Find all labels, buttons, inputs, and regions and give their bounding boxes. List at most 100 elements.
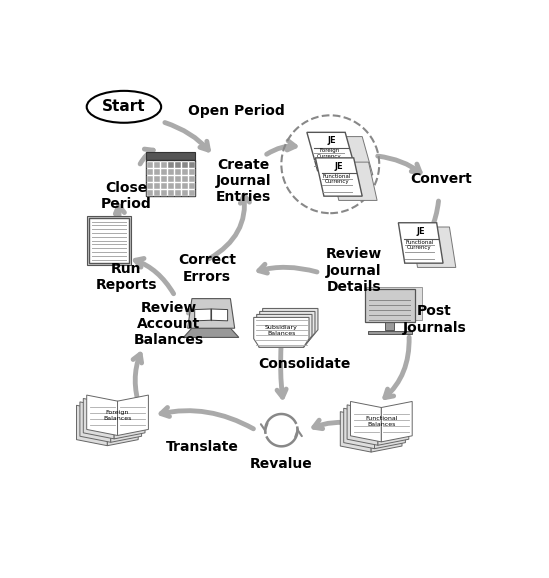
Bar <box>161 169 167 175</box>
Polygon shape <box>114 398 145 439</box>
Bar <box>175 176 181 181</box>
Polygon shape <box>315 158 362 196</box>
Polygon shape <box>259 309 318 347</box>
Text: JE: JE <box>334 162 343 171</box>
Bar <box>189 169 195 175</box>
Polygon shape <box>183 328 239 338</box>
FancyArrowPatch shape <box>277 343 286 397</box>
Bar <box>182 162 188 168</box>
Text: Correct
Errors: Correct Errors <box>178 253 236 284</box>
Bar <box>385 322 394 330</box>
FancyArrowPatch shape <box>414 201 439 253</box>
Bar <box>189 190 195 196</box>
Text: Start: Start <box>102 99 145 114</box>
Bar <box>182 176 188 181</box>
Polygon shape <box>117 395 148 435</box>
FancyArrowPatch shape <box>140 149 153 164</box>
Bar <box>189 183 195 189</box>
Text: Post
Journals: Post Journals <box>402 305 467 335</box>
Polygon shape <box>111 402 142 442</box>
Bar <box>189 176 195 181</box>
FancyArrowPatch shape <box>114 206 125 236</box>
Text: Functional
Currency: Functional Currency <box>323 173 351 184</box>
Polygon shape <box>83 398 114 439</box>
FancyArrowPatch shape <box>188 310 198 318</box>
Text: Convert: Convert <box>410 172 472 186</box>
Polygon shape <box>378 405 409 445</box>
Polygon shape <box>411 227 456 268</box>
Bar <box>167 162 174 168</box>
Polygon shape <box>211 309 228 321</box>
FancyArrowPatch shape <box>209 195 249 258</box>
Bar <box>368 331 412 334</box>
Bar <box>161 162 167 168</box>
Bar <box>167 169 174 175</box>
Polygon shape <box>367 287 422 320</box>
FancyArrowPatch shape <box>314 420 355 429</box>
Text: Foreign
Currency: Foreign Currency <box>317 148 341 159</box>
Bar <box>89 218 129 263</box>
Bar <box>146 153 195 160</box>
Bar <box>154 176 160 181</box>
Text: Translate: Translate <box>166 440 239 454</box>
Bar <box>147 162 153 168</box>
Bar <box>175 162 181 168</box>
Bar <box>182 190 188 196</box>
Bar <box>147 190 153 196</box>
FancyArrowPatch shape <box>133 354 142 409</box>
Bar <box>147 176 153 181</box>
FancyArrowPatch shape <box>267 141 295 154</box>
FancyArrowPatch shape <box>394 294 404 302</box>
Bar <box>161 183 167 189</box>
Text: Create
Journal
Entries: Create Journal Entries <box>215 158 271 205</box>
Bar <box>154 183 160 189</box>
Polygon shape <box>399 223 443 263</box>
Bar <box>365 289 414 322</box>
Text: Functional
Balances: Functional Balances <box>365 416 397 427</box>
Bar <box>189 162 195 168</box>
Polygon shape <box>330 162 377 201</box>
Polygon shape <box>307 132 356 171</box>
Polygon shape <box>259 312 315 347</box>
Text: Subsidiary
Balances: Subsidiary Balances <box>265 325 298 336</box>
Polygon shape <box>188 299 234 328</box>
Bar <box>87 216 131 265</box>
Text: Revalue: Revalue <box>250 457 313 471</box>
FancyArrowPatch shape <box>378 156 420 172</box>
FancyArrowPatch shape <box>165 123 209 150</box>
Ellipse shape <box>87 91 161 123</box>
Bar <box>167 176 174 181</box>
Text: Consolidate: Consolidate <box>259 357 351 371</box>
Polygon shape <box>76 405 108 446</box>
Text: Open Period: Open Period <box>188 104 285 118</box>
Bar <box>161 190 167 196</box>
Polygon shape <box>80 402 111 442</box>
Bar <box>161 176 167 181</box>
FancyArrowPatch shape <box>135 258 173 294</box>
Bar <box>147 169 153 175</box>
Polygon shape <box>374 408 405 449</box>
Polygon shape <box>350 402 382 442</box>
Bar <box>167 183 174 189</box>
Polygon shape <box>195 309 211 321</box>
Bar <box>154 190 160 196</box>
Text: Close
Period: Close Period <box>100 181 152 211</box>
Bar <box>175 190 181 196</box>
Bar <box>154 169 160 175</box>
Polygon shape <box>340 412 371 452</box>
FancyArrowPatch shape <box>385 337 409 398</box>
Polygon shape <box>371 412 402 452</box>
Text: Foreign
Balances: Foreign Balances <box>103 410 132 421</box>
Text: Review
Account
Balances: Review Account Balances <box>133 301 204 347</box>
Bar <box>147 183 153 189</box>
Bar <box>146 160 195 196</box>
FancyArrowPatch shape <box>161 407 254 429</box>
Bar <box>182 169 188 175</box>
Text: Run
Reports: Run Reports <box>96 262 157 292</box>
Polygon shape <box>324 136 373 175</box>
Bar <box>175 169 181 175</box>
Bar <box>154 162 160 168</box>
Bar <box>167 190 174 196</box>
Text: Functional
Currency: Functional Currency <box>405 240 434 250</box>
Text: Review
Journal
Details: Review Journal Details <box>326 247 382 294</box>
